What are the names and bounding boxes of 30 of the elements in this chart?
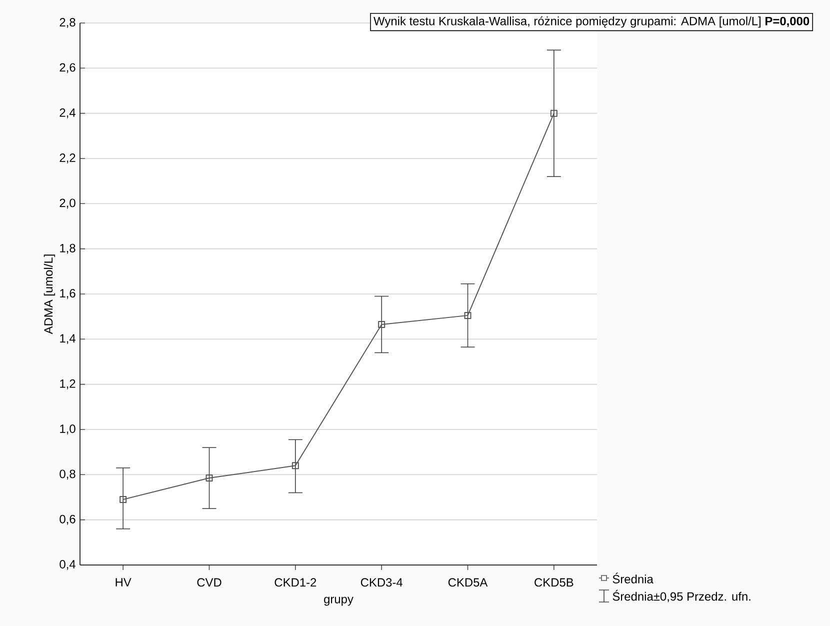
- y-tick-label: 0,4: [60, 560, 76, 570]
- x-tick-label: CKD1-2: [274, 578, 316, 587]
- x-tick-label: CKD3-4: [360, 578, 402, 587]
- x-tick-label: CVD: [197, 578, 222, 587]
- y-tick-label: 2,0: [60, 198, 76, 209]
- x-tick-label: CKD5A: [448, 578, 488, 587]
- x-axis-title: grupy: [324, 596, 354, 606]
- chart-title: Wynik testu Kruskala-Wallisa, różnice pomiędzy grupami: ADMA [umol/L] P=0,000: [374, 16, 810, 28]
- y-tick-label: 0,6: [60, 514, 76, 525]
- text: Średnia±0,95 Przedz. ufn.: [612, 590, 750, 602]
- point: [378, 320, 386, 328]
- point: [550, 110, 558, 117]
- y-tick-label: 1,6: [60, 289, 76, 299]
- point: [120, 496, 127, 503]
- x-tick-label: HV: [116, 578, 132, 586]
- point: [292, 462, 299, 470]
- y-tick-label: 2,4: [60, 108, 76, 118]
- y-tick-label: 1,2: [60, 379, 76, 390]
- y-tick-label: 2,6: [60, 63, 76, 74]
- y-tick-label: 2,2: [60, 154, 76, 164]
- legend-label: Średnia: [612, 572, 654, 584]
- y-axis-title: ADMA [umol/L]: [44, 254, 56, 334]
- y-tick-label: 1,4: [60, 334, 76, 344]
- x-tick-label: CKD5B: [534, 578, 574, 587]
- y-tick-label: 0,8: [60, 470, 76, 480]
- point: [206, 474, 213, 482]
- point: [464, 312, 472, 319]
- y-tick-label: 1,0: [60, 424, 76, 434]
- y-tick-label: 1,8: [60, 244, 76, 254]
- y-tick-label: 2,8: [60, 18, 76, 28]
